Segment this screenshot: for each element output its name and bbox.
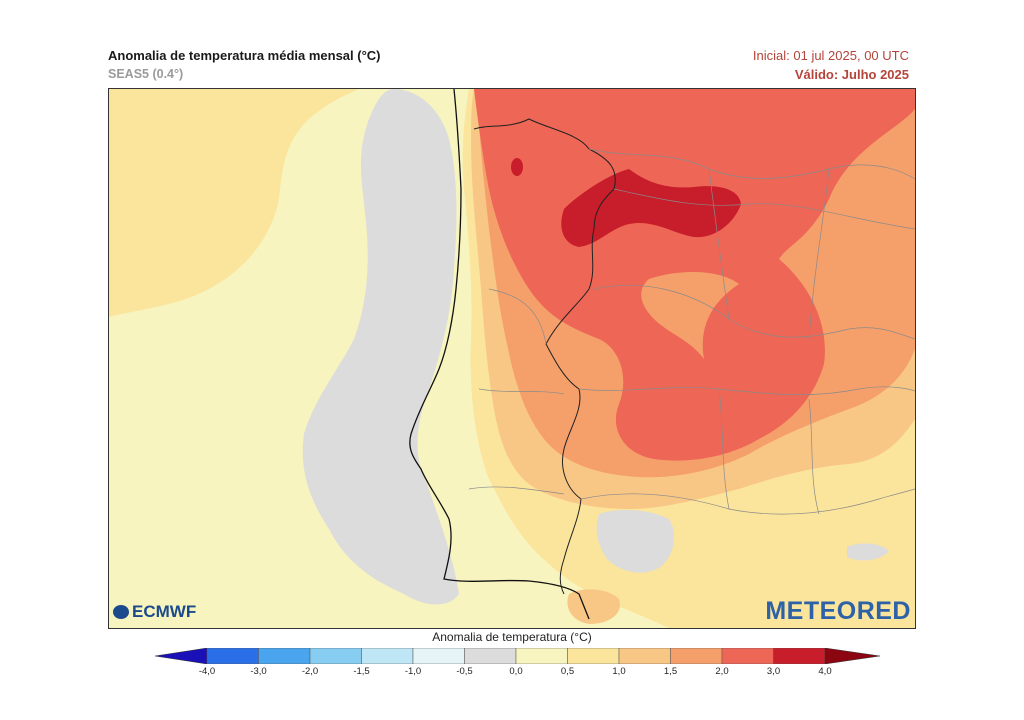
border-portugal-spain — [473, 118, 616, 595]
colorbar-over-triangle — [824, 648, 880, 664]
colorbar-tick-label: -1,0 — [404, 666, 422, 677]
colorbar-tick-label: -1,5 — [353, 666, 370, 677]
valid-date: Válido: Julho 2025 — [794, 67, 909, 82]
colorbar-under-triangle — [155, 648, 208, 664]
anomaly-field-4.0 — [561, 169, 741, 247]
meteored-logo: METEORED — [765, 597, 911, 625]
colorbar-segment — [464, 648, 517, 664]
colorbar-tick-label: 3,0 — [766, 666, 781, 677]
initial-date: Inicial: 01 jul 2025, 00 UTC — [752, 48, 909, 63]
legend-label: Anomalia de temperatura (°C) — [432, 630, 592, 644]
coastline — [409, 89, 590, 620]
region-borders — [468, 148, 915, 515]
colorbar-segment — [258, 648, 311, 664]
colorbar-tick-label: -4,0 — [198, 666, 216, 677]
ecmwf-logo-text: ECMWF — [132, 602, 197, 621]
map-title: Anomalia de temperatura média mensal (°C… — [108, 48, 381, 63]
colorbar-segment — [206, 648, 259, 664]
model-subtitle: SEAS5 (0.4°) — [108, 67, 184, 81]
colorbar-segment — [567, 648, 620, 664]
colorbar-tick-label: 4,0 — [818, 666, 832, 677]
colorbar-segment — [721, 648, 774, 664]
colorbar-tick-label: 2,0 — [715, 666, 729, 677]
colorbar-segment — [618, 648, 671, 664]
anomaly-field-se-grey-1 — [596, 509, 675, 573]
anomaly-map: ECMWF METEORED — [108, 88, 916, 629]
colorbar-segment — [515, 648, 568, 664]
colorbar-segment — [773, 648, 826, 664]
anomaly-field-inner-patch — [641, 272, 739, 359]
colorbar — [155, 648, 880, 664]
colorbar-tick-label: 1,0 — [612, 666, 626, 677]
colorbar-tick-label: 0,5 — [560, 666, 575, 677]
colorbar-segment — [361, 648, 414, 664]
colorbar-tick-label: -0,5 — [456, 666, 473, 677]
colorbar-tick-label: -3,0 — [250, 666, 267, 677]
colorbar-tick-label: -2,0 — [301, 666, 319, 677]
ecmwf-icon — [113, 605, 129, 619]
colorbar-tick-label: 1,5 — [663, 666, 678, 677]
colorbar-segment — [309, 648, 362, 664]
anomaly-field-spot — [511, 158, 523, 176]
anomaly-field-se-grey-2 — [847, 543, 889, 561]
colorbar-segment — [670, 648, 723, 664]
colorbar-ticks: -4,0 -3,0 -2,0 -1,5 -1,0 -0,5 0,0 0,5 1,0 1,5 2,0 3… — [0, 666, 1024, 680]
anomaly-field-nw — [109, 89, 359, 317]
colorbar-segment — [412, 648, 465, 664]
ecmwf-logo: ECMWF — [113, 602, 196, 622]
colorbar-tick-label: 0,0 — [509, 666, 523, 677]
anomaly-field-ocean-grey — [302, 89, 459, 605]
